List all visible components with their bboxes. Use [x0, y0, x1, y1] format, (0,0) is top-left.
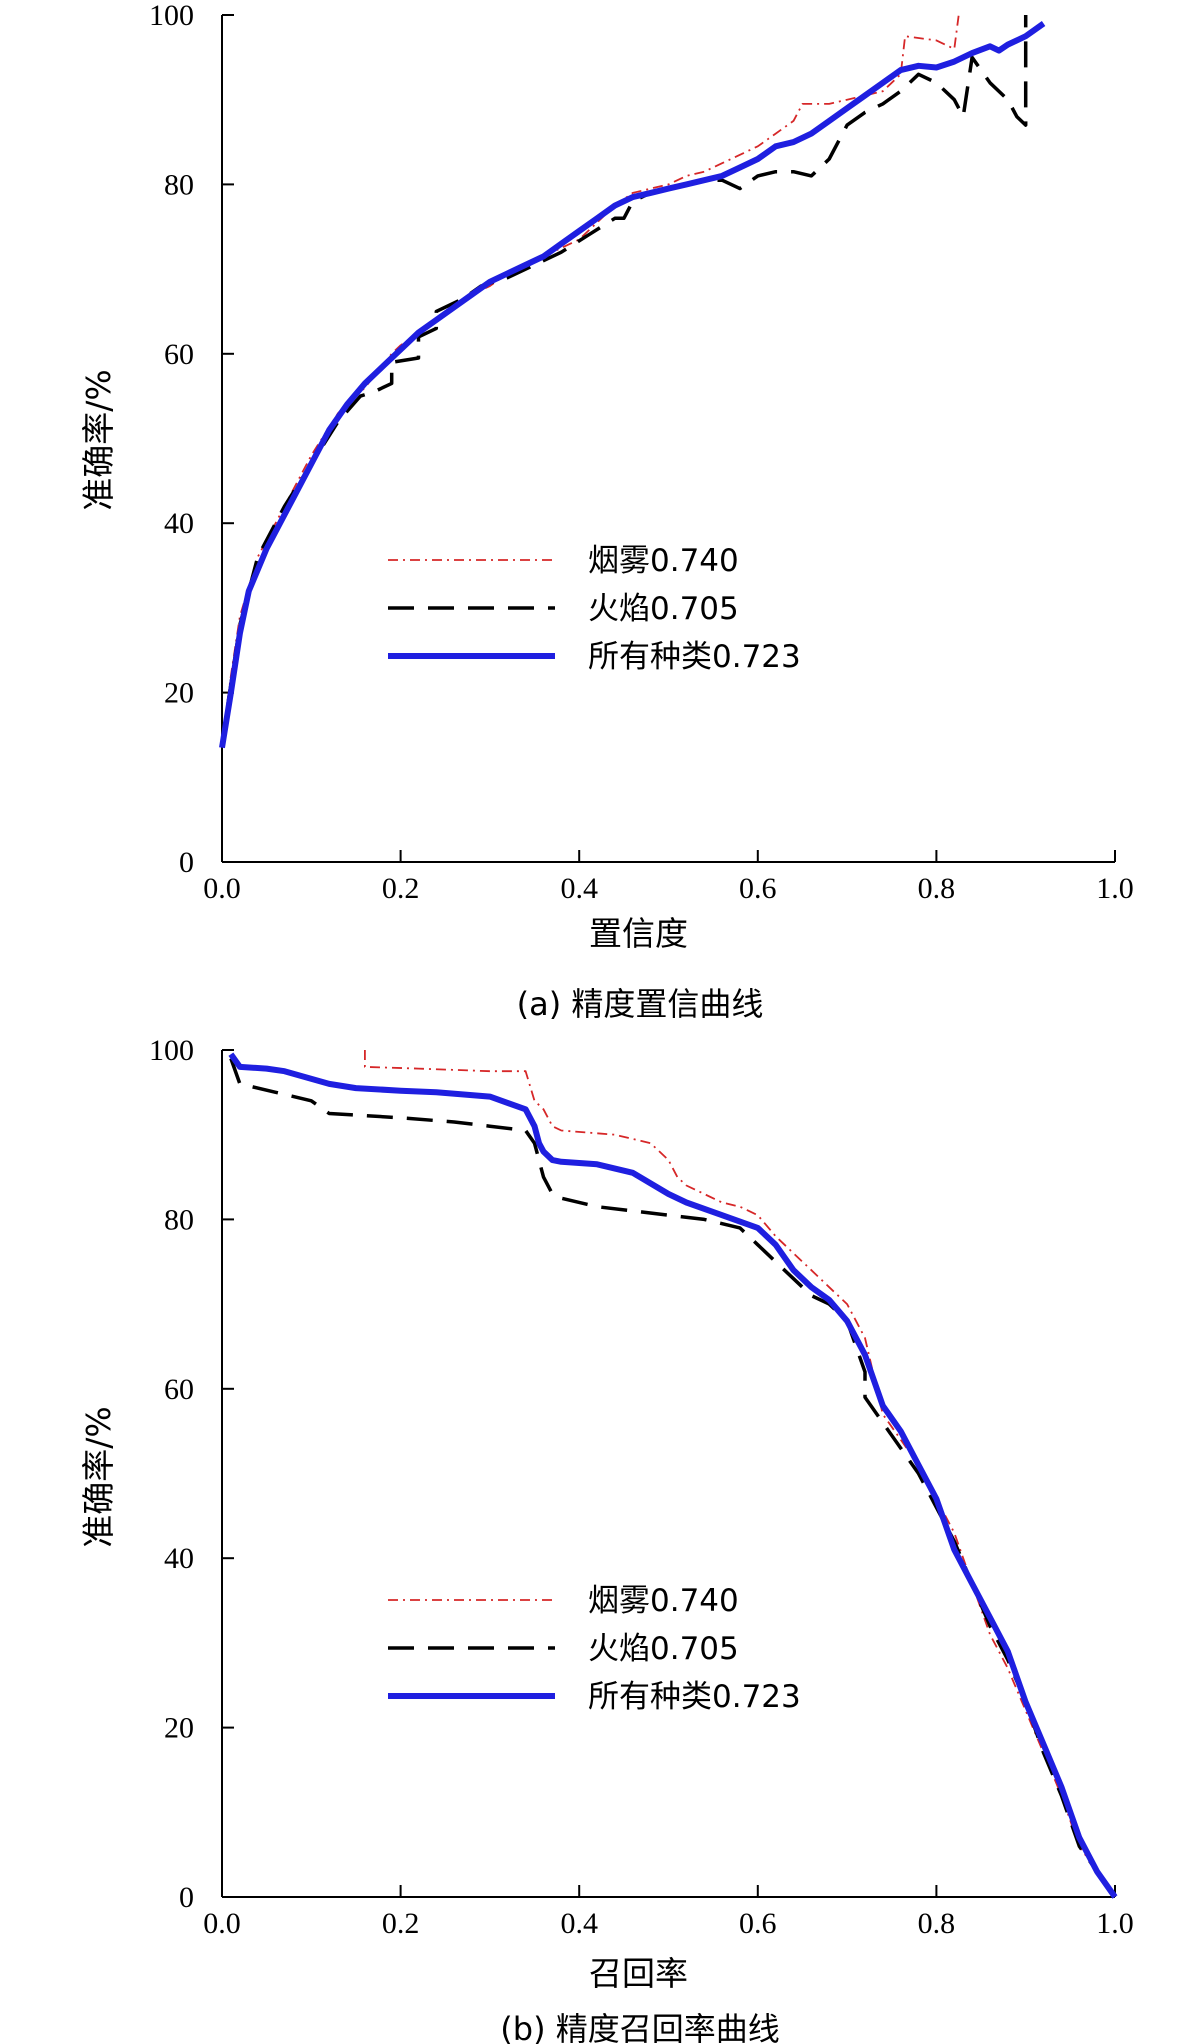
series-line-smoke — [221, 14, 960, 744]
legend-label-smoke: 烟雾0.740 — [588, 1583, 739, 1619]
x-tick-label: 0.2 — [382, 872, 420, 905]
legend-label-all: 所有种类0.723 — [588, 1679, 801, 1715]
y-tick-label: 0 — [179, 846, 194, 879]
y-tick-label: 20 — [164, 1712, 194, 1745]
x-tick-label: 0.6 — [739, 1907, 777, 1940]
series-line-flame — [220, 15, 1028, 744]
x-tick-label: 0.4 — [560, 872, 598, 905]
y-tick-label: 60 — [164, 338, 194, 371]
x-tick-label: 0.4 — [560, 1907, 598, 1940]
y-tick-label: 80 — [164, 1203, 194, 1236]
x-tick-label: 0.6 — [739, 872, 777, 905]
legend: 烟雾0.740 火焰0.705 所有种类0.723 — [388, 1583, 801, 1715]
x-tick-label: 0.2 — [382, 1907, 420, 1940]
x-axis-title: 召回率 — [589, 1954, 688, 1993]
legend-label-flame: 火焰0.705 — [588, 591, 739, 627]
y-tick-label: 40 — [164, 1542, 194, 1575]
x-tick-label: 1.0 — [1096, 1907, 1134, 1940]
legend-label-all: 所有种类0.723 — [588, 639, 801, 675]
y-tick-label: 20 — [164, 677, 194, 710]
chart-caption: (b) 精度召回率曲线 — [500, 2010, 779, 2044]
x-tick-label: 0.0 — [203, 872, 241, 905]
y-axis-title: 准确率/% — [79, 1406, 118, 1547]
y-axis-title: 准确率/% — [79, 369, 118, 510]
y-tick-label: 80 — [164, 168, 194, 201]
chart-b: 0.0 0.2 0.4 0.6 0.8 1.0 0 20 40 60 80 100 召回率 准确率/% (b… — [79, 1034, 1134, 2044]
y-tick-label: 100 — [149, 1034, 194, 1067]
legend-label-flame: 火焰0.705 — [588, 1631, 739, 1667]
chart-a: 0.0 0.2 0.4 0.6 0.8 1.0 0 20 40 60 80 100 置信度 准确率/% (a… — [79, 0, 1134, 1023]
y-tick-label: 100 — [149, 0, 194, 32]
x-tick-label: 0.8 — [918, 1907, 956, 1940]
y-tick-label: 60 — [164, 1373, 194, 1406]
y-tick-label: 40 — [164, 507, 194, 540]
series-line-smoke — [364, 1050, 1116, 1898]
legend: 烟雾0.740 火焰0.705 所有种类0.723 — [388, 543, 801, 675]
series-line-all — [228, 1052, 1118, 1899]
series-line-all — [219, 21, 1046, 749]
legend-label-smoke: 烟雾0.740 — [588, 543, 739, 579]
chart-caption: (a) 精度置信曲线 — [517, 985, 764, 1023]
x-tick-label: 0.8 — [918, 872, 956, 905]
x-tick-label: 0.0 — [203, 1907, 241, 1940]
series-line-flame — [229, 1057, 1117, 1899]
x-axis-title: 置信度 — [589, 914, 688, 953]
x-tick-label: 1.0 — [1096, 872, 1134, 905]
y-tick-label: 0 — [179, 1881, 194, 1914]
